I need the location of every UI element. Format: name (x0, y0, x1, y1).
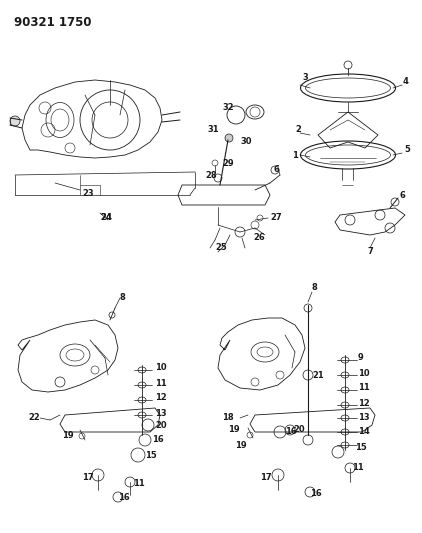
Text: 17: 17 (260, 473, 272, 482)
Text: 30: 30 (240, 138, 252, 147)
Text: 1: 1 (292, 150, 298, 159)
Text: 29: 29 (222, 158, 234, 167)
Text: 25: 25 (215, 244, 227, 253)
Text: 5: 5 (404, 146, 410, 155)
Text: 24: 24 (100, 214, 112, 222)
Text: 27: 27 (270, 214, 281, 222)
Text: 16: 16 (118, 494, 130, 503)
Text: 7: 7 (368, 247, 374, 256)
Text: 4: 4 (403, 77, 409, 86)
Text: 14: 14 (358, 427, 370, 437)
Text: 16: 16 (285, 427, 297, 437)
Text: 11: 11 (352, 464, 364, 472)
Text: 12: 12 (358, 399, 370, 408)
Text: 13: 13 (358, 414, 370, 423)
Text: 16: 16 (152, 435, 164, 445)
Text: 26: 26 (253, 232, 265, 241)
Text: 10: 10 (155, 364, 167, 373)
Text: 8: 8 (312, 284, 318, 293)
Text: 6: 6 (400, 190, 406, 199)
Text: 19: 19 (228, 425, 240, 434)
Text: 19: 19 (235, 440, 246, 449)
Text: 32: 32 (222, 102, 234, 111)
Text: 18: 18 (222, 414, 234, 423)
Text: 21: 21 (312, 370, 324, 379)
Text: 24: 24 (100, 214, 112, 222)
Text: 6: 6 (273, 166, 279, 174)
Text: 16: 16 (310, 489, 322, 497)
Text: 8: 8 (119, 294, 125, 303)
Text: 12: 12 (155, 393, 167, 402)
Text: 90321 1750: 90321 1750 (14, 15, 92, 28)
Text: 22: 22 (28, 414, 40, 423)
Text: 9: 9 (358, 353, 364, 362)
Text: 3: 3 (302, 74, 308, 83)
Text: 11: 11 (133, 479, 145, 488)
Text: 31: 31 (207, 125, 219, 134)
Text: 20: 20 (155, 421, 167, 430)
Text: 2: 2 (295, 125, 301, 134)
Text: 15: 15 (145, 450, 157, 459)
Text: 20: 20 (293, 425, 305, 434)
Text: 19: 19 (62, 431, 73, 440)
Circle shape (10, 116, 20, 126)
Text: 17: 17 (82, 473, 94, 482)
Text: 11: 11 (155, 378, 167, 387)
Text: 11: 11 (358, 384, 370, 392)
Text: 13: 13 (155, 408, 167, 417)
Text: 23: 23 (82, 189, 94, 198)
Text: 10: 10 (358, 368, 370, 377)
Text: 15: 15 (355, 443, 367, 453)
Circle shape (225, 134, 233, 142)
Text: 28: 28 (205, 171, 216, 180)
